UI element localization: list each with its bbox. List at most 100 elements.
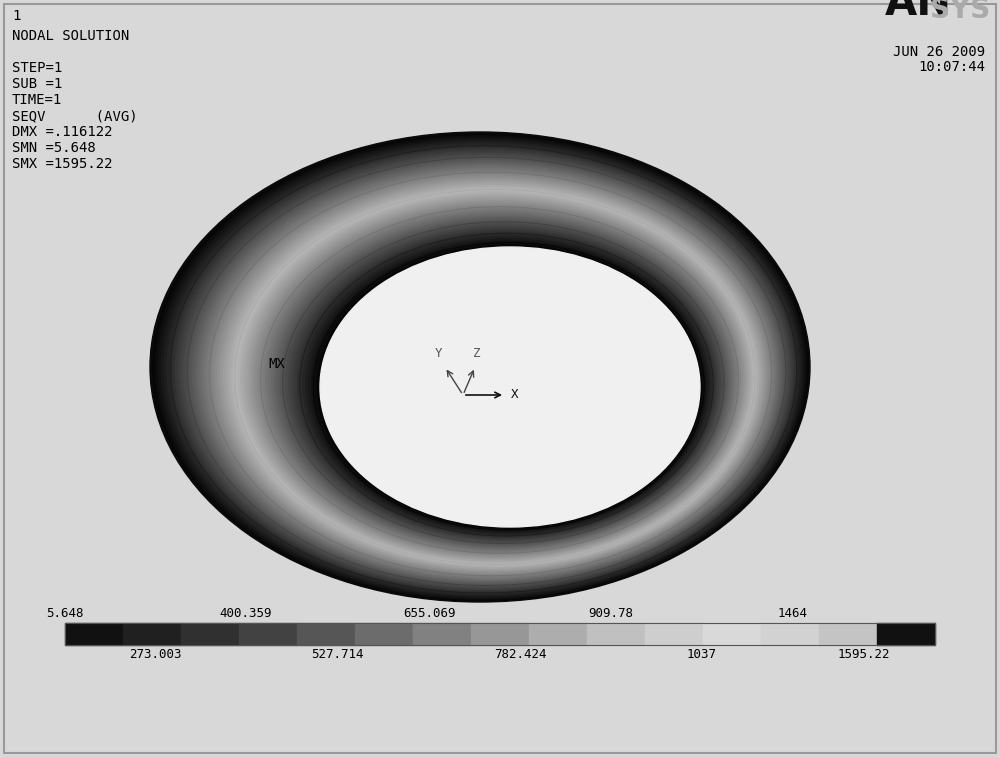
Ellipse shape (292, 228, 718, 540)
Ellipse shape (317, 245, 702, 528)
Ellipse shape (244, 195, 750, 561)
Ellipse shape (156, 136, 806, 600)
Text: 5.648: 5.648 (46, 607, 84, 620)
Ellipse shape (286, 224, 722, 542)
Ellipse shape (252, 201, 744, 557)
Ellipse shape (221, 180, 764, 571)
Ellipse shape (167, 144, 799, 594)
Bar (65, 623, 123, 645)
Ellipse shape (320, 247, 700, 527)
Bar (471, 623, 529, 645)
Ellipse shape (303, 235, 711, 534)
Ellipse shape (258, 205, 740, 554)
Ellipse shape (204, 168, 775, 578)
Bar (239, 623, 297, 645)
Text: SEQV      (AVG): SEQV (AVG) (12, 109, 138, 123)
Ellipse shape (173, 148, 795, 592)
Text: SUB =1: SUB =1 (12, 77, 62, 91)
Text: 909.78: 909.78 (588, 607, 634, 620)
Ellipse shape (263, 209, 737, 552)
Text: 273.003: 273.003 (129, 648, 181, 661)
Text: 782.424: 782.424 (494, 648, 546, 661)
Ellipse shape (224, 182, 762, 569)
Text: MX: MX (268, 357, 285, 371)
Text: 1037: 1037 (687, 648, 717, 661)
Ellipse shape (306, 238, 709, 533)
Ellipse shape (215, 176, 768, 573)
Ellipse shape (260, 207, 738, 553)
Ellipse shape (297, 232, 715, 537)
Ellipse shape (232, 188, 757, 565)
Ellipse shape (241, 193, 751, 562)
Text: 527.714: 527.714 (311, 648, 363, 661)
Bar (413, 623, 471, 645)
Text: 400.359: 400.359 (220, 607, 272, 620)
Text: SMX =1595.22: SMX =1595.22 (12, 157, 112, 171)
Text: SMN =5.648: SMN =5.648 (12, 141, 96, 155)
Ellipse shape (266, 210, 735, 551)
Ellipse shape (164, 142, 801, 596)
Text: 1: 1 (12, 9, 20, 23)
Ellipse shape (192, 160, 782, 583)
Ellipse shape (249, 199, 746, 558)
Bar (645, 623, 703, 645)
Text: JUN 26 2009: JUN 26 2009 (893, 45, 985, 59)
Ellipse shape (283, 222, 724, 544)
Text: TIME=1: TIME=1 (12, 93, 62, 107)
Ellipse shape (235, 189, 755, 565)
Bar (587, 623, 645, 645)
Bar (529, 623, 587, 645)
Text: SYS: SYS (930, 0, 990, 24)
Text: X: X (511, 388, 519, 401)
Bar (819, 623, 877, 645)
Ellipse shape (190, 159, 784, 584)
Ellipse shape (153, 134, 808, 601)
Ellipse shape (275, 217, 729, 547)
Ellipse shape (158, 138, 804, 598)
Text: STEP=1: STEP=1 (12, 61, 62, 75)
Ellipse shape (229, 185, 759, 567)
Ellipse shape (170, 145, 797, 593)
Text: AN: AN (885, 0, 952, 24)
Ellipse shape (320, 247, 700, 527)
Ellipse shape (201, 167, 777, 580)
Ellipse shape (161, 140, 803, 597)
Ellipse shape (198, 164, 779, 581)
Ellipse shape (178, 151, 792, 590)
Ellipse shape (207, 170, 773, 577)
Ellipse shape (269, 213, 733, 550)
Ellipse shape (184, 155, 788, 587)
Ellipse shape (218, 178, 766, 572)
Ellipse shape (187, 157, 786, 586)
Text: 10:07:44: 10:07:44 (918, 60, 985, 74)
Ellipse shape (150, 132, 810, 602)
Text: 1464: 1464 (778, 607, 808, 620)
Bar (355, 623, 413, 645)
Bar (297, 623, 355, 645)
Ellipse shape (181, 153, 790, 588)
Bar (65, 623, 935, 645)
Text: 655.069: 655.069 (403, 607, 455, 620)
Bar (181, 623, 239, 645)
Ellipse shape (289, 226, 720, 540)
Ellipse shape (278, 218, 728, 546)
Ellipse shape (238, 192, 753, 563)
Bar (877, 623, 935, 645)
Ellipse shape (300, 234, 713, 536)
Ellipse shape (309, 239, 707, 532)
Ellipse shape (195, 163, 781, 582)
Ellipse shape (212, 174, 770, 575)
Bar (761, 623, 819, 645)
Ellipse shape (280, 220, 726, 544)
Ellipse shape (246, 197, 748, 559)
Bar (703, 623, 761, 645)
Ellipse shape (272, 214, 731, 548)
Bar (123, 623, 181, 645)
Text: DMX =.116122: DMX =.116122 (12, 125, 112, 139)
Ellipse shape (314, 243, 704, 529)
Text: Y: Y (435, 347, 443, 360)
Text: NODAL SOLUTION: NODAL SOLUTION (12, 29, 129, 43)
Text: Z: Z (473, 347, 481, 360)
Text: 1595.22: 1595.22 (838, 648, 890, 661)
Ellipse shape (226, 184, 761, 569)
